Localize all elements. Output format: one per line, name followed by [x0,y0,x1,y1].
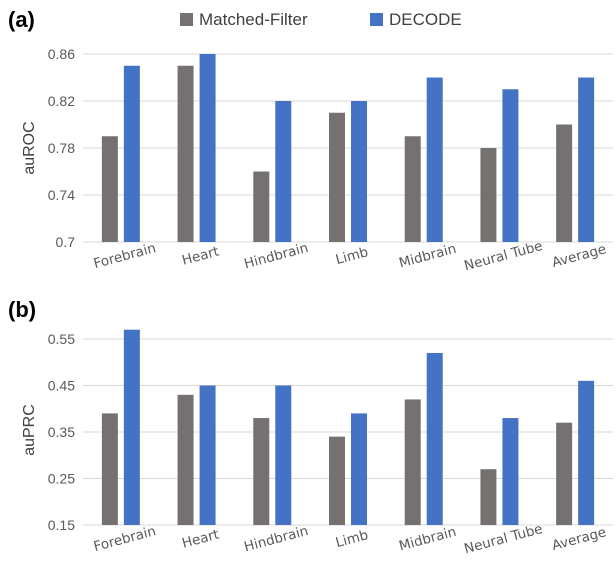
panel-b-label: (b) [8,297,36,322]
legend-swatch-matched-filter [180,13,193,26]
panel-b-plot: 0.15 0.25 0.35 0.45 0.55 Forebrain Heart Hindbr… [48,329,613,557]
panel-a-bar-matched-filter [480,148,497,242]
panel-a-bar-matched-filter [404,136,421,242]
panel-a-bar-decode [199,54,216,242]
panel-a-y-tick-label: 0.7 [56,234,76,250]
panel-b-bar-decode [502,418,519,525]
panel-a-category-label: Hindbrain [242,240,310,272]
panel-b-bar-matched-filter [329,436,345,525]
panel-a-bar-decode [502,89,519,242]
panel-b-category-label: Limb [334,527,370,551]
legend: Matched-Filter DECODE [180,10,462,29]
panel-a-y-tick-label: 0.74 [48,187,75,203]
panel-b-bar-decode [199,385,216,525]
panel-b-category-label: Hindbrain [242,523,310,555]
panel-a-category-label: Limb [334,244,370,268]
panel-a-y-tick-label: 0.78 [48,140,75,156]
panel-b-y-axis-title: auPRC [21,404,38,456]
panel-b-y-tick-label: 0.35 [48,424,75,440]
panel-b-bar-matched-filter [253,418,270,525]
panel-a-label: (a) [8,7,35,32]
panel-a-category-label: Neural Tube [462,238,544,274]
legend-label-decode: DECODE [389,10,462,29]
panel-b-bar-decode [426,352,443,525]
panel-a-category-label: Midbrain [397,241,458,272]
panel-b-y-tick-label: 0.25 [48,471,75,487]
panel-b-y-tick-label: 0.55 [48,331,75,347]
panel-a-bar-matched-filter [329,112,345,242]
panel-b-category-label: Midbrain [397,524,458,555]
panel-b-category-label: Neural Tube [462,521,544,557]
panel-a-bar-matched-filter [253,171,270,242]
panel-a-category-label: Heart [180,244,220,269]
panel-b-category-label: Forebrain [92,523,158,555]
panel-b-category-label: Average [550,524,608,554]
panel-b-bar-decode [578,380,595,525]
legend-label-matched-filter: Matched-Filter [199,10,308,29]
panel-a-bar-decode [578,77,595,242]
panel-b-bar-matched-filter [177,394,194,525]
panel-a-bar-decode [275,101,292,242]
panel-a-bar-decode [426,77,443,242]
panel-b-bar-matched-filter [480,469,497,525]
panel-a-bar-matched-filter [101,136,118,242]
panel-b-bar-decode [123,329,140,525]
panel-a-bar-decode [351,101,367,242]
panel-a-y-axis-title: auROC [21,121,38,174]
panel-a-y-tick-label: 0.86 [48,46,75,62]
panel-b-category-label: Heart [180,527,220,552]
panel-b-bar-matched-filter [556,422,573,525]
panel-a-category-label: Average [550,241,608,271]
panel-a-plot: 0.7 0.74 0.78 0.82 0.86 Forebrain Heart Hindbra… [48,46,613,274]
panel-b-bar-decode [275,385,292,525]
legend-swatch-decode [370,13,383,26]
panel-a-category-label: Forebrain [92,240,158,272]
panel-b-bar-matched-filter [404,399,421,525]
panel-b-y-tick-label: 0.45 [48,378,75,394]
panel-a-y-tick-label: 0.82 [48,93,75,109]
panel-b-bar-decode [351,413,367,525]
panel-b-y-tick-label: 0.15 [48,517,75,533]
panel-a-bar-matched-filter [556,124,573,242]
panel-a-bar-decode [123,65,140,242]
panel-a-bar-matched-filter [177,65,194,242]
panel-b-bar-matched-filter [101,413,118,525]
